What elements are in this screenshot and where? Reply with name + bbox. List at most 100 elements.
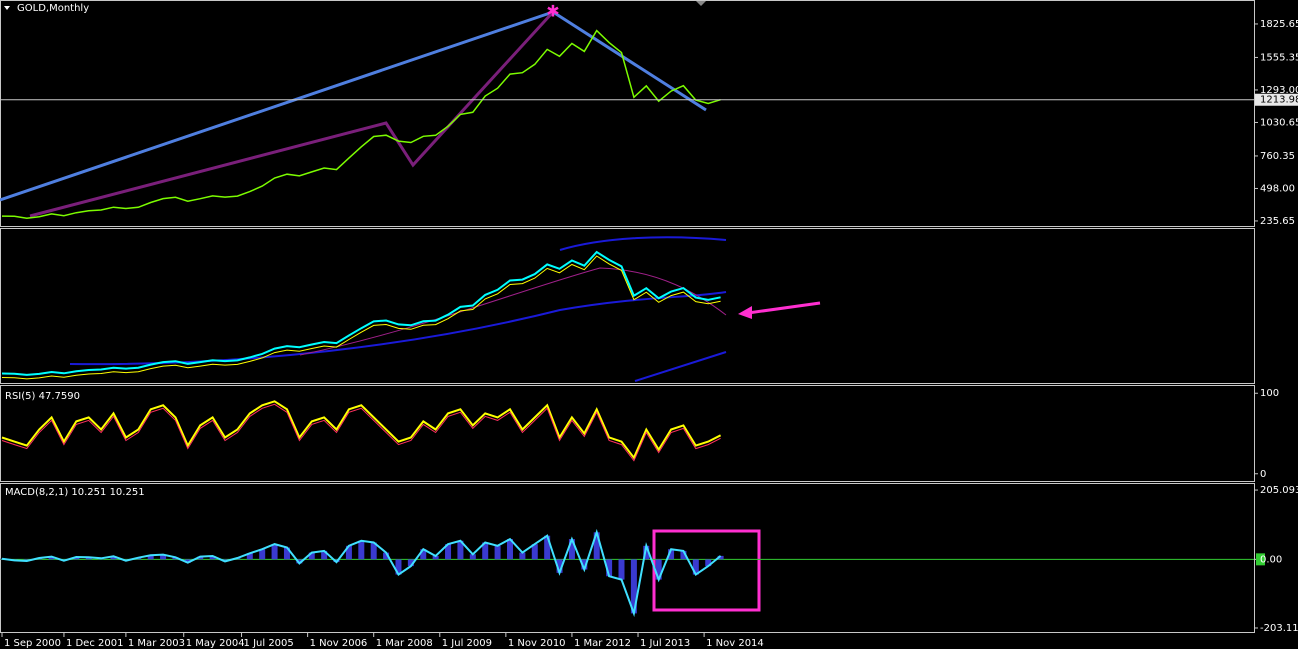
macd-bar [259, 549, 266, 560]
y-tick-label: 235.65 [1260, 216, 1295, 227]
macd-bar [321, 550, 328, 560]
y-tick-label: 1293.00 [1260, 85, 1298, 96]
macd-bar [544, 535, 551, 560]
macd-bar [160, 554, 167, 560]
macd-bar [655, 559, 662, 580]
macd-bar [531, 544, 538, 560]
y-tick-label: 0.00 [1260, 554, 1282, 565]
macd-bar [519, 552, 526, 560]
x-tick-label: 1 Nov 2006 [310, 638, 368, 649]
macd-bar [308, 552, 315, 560]
macd-bar [705, 559, 712, 567]
macd-bar [383, 552, 390, 560]
macd-frame [0, 483, 1255, 633]
macd-bar [85, 557, 92, 560]
macd-bar [370, 542, 377, 560]
macd-bar [457, 540, 464, 560]
price-line [1, 29, 721, 219]
macd-bar [432, 555, 439, 560]
macd-bar [668, 549, 675, 560]
current-price-box [1255, 93, 1298, 106]
macd-bar [184, 559, 191, 563]
arrow-head [738, 306, 752, 319]
macd-bar [197, 556, 204, 560]
y-tick-label: 1555.35 [1260, 52, 1298, 63]
macd-bar [568, 539, 575, 560]
y-tick-label: 0 [1260, 469, 1266, 480]
highlight-box [652, 529, 761, 612]
x-tick-label: 1 Nov 2010 [508, 638, 566, 649]
trendline-purple [29, 10, 555, 218]
x-tick-label: 1 Nov 2014 [706, 638, 764, 649]
macd-bar [445, 544, 452, 560]
macd-bar [630, 559, 637, 614]
x-tick-label: 1 Mar 2008 [376, 638, 433, 649]
x-tick-label: 1 Dec 2001 [66, 638, 124, 649]
macd-bar [593, 532, 600, 560]
macd-bar [345, 545, 352, 560]
x-tick-label: 1 Jul 2013 [640, 638, 690, 649]
macd-bar [469, 554, 476, 560]
current-price-label: 1213.98 [1260, 95, 1298, 106]
y-tick-label: 1825.65 [1260, 19, 1298, 30]
macd-bar [680, 550, 687, 560]
macd-bar [692, 559, 699, 575]
y-tick-label: 760.35 [1260, 151, 1295, 162]
x-tick-label: 1 Jul 2009 [442, 638, 492, 649]
price-frame [0, 0, 1255, 227]
rsi-frame [0, 385, 1255, 482]
macd-bar [271, 544, 278, 560]
macd-bar [358, 540, 365, 560]
band-upper [559, 236, 727, 251]
macd-bar [494, 545, 501, 560]
macd-bar [110, 556, 117, 560]
panel-frames [0, 0, 1255, 633]
macd-bar [48, 556, 55, 560]
macd-bar [209, 555, 216, 560]
macd-bar [407, 559, 414, 567]
macd-bar [147, 555, 154, 560]
macd-bar [420, 549, 427, 560]
x-tick-label: 1 Mar 2012 [574, 638, 631, 649]
rsi-line [1, 400, 722, 460]
macd-bar [73, 556, 80, 560]
shift-marker [696, 1, 706, 6]
band-lower [634, 351, 727, 382]
y-tick-label: 1030.65 [1260, 117, 1298, 128]
macd-bar [717, 555, 724, 560]
y-tick-label: 100 [1260, 388, 1279, 399]
macd-label: MACD(8,2,1) 10.251 10.251 [5, 487, 145, 498]
peak-marker: ✱ [546, 2, 559, 21]
macd-bar [506, 539, 513, 560]
overlay-frame [0, 228, 1255, 384]
x-tick-label: 1 Jul 2005 [244, 638, 294, 649]
arrow-shaft [747, 301, 821, 315]
rsi-label: RSI(5) 47.7590 [5, 391, 80, 402]
zero-label-box [1256, 553, 1265, 566]
x-tick-label: 1 Mar 2003 [128, 638, 185, 649]
macd-line [1, 528, 722, 618]
x-tick-label: 1 Sep 2000 [4, 638, 61, 649]
overlay-price [1, 250, 721, 376]
x-tick-label: 1 May 2004 [186, 638, 245, 649]
y-tick-label: 498.00 [1260, 183, 1295, 194]
macd-bar [618, 559, 625, 580]
macd-bar [606, 559, 613, 577]
rsi-signal [1, 403, 721, 462]
macd-bar [296, 559, 303, 564]
overlay-ma [1, 255, 721, 380]
y-tick-label: -203.113 [1260, 623, 1298, 634]
menu-triangle[interactable] [4, 6, 10, 10]
macd-bar [283, 547, 290, 560]
macd-bar [246, 553, 253, 560]
macd-bar [643, 545, 650, 560]
macd-bar [482, 542, 489, 560]
macd-bar [556, 559, 563, 573]
macd-bar [395, 559, 402, 575]
y-tick-label: 205.093 [1260, 485, 1298, 496]
macd-bar [581, 559, 588, 570]
chart-title: GOLD,Monthly [17, 3, 89, 14]
